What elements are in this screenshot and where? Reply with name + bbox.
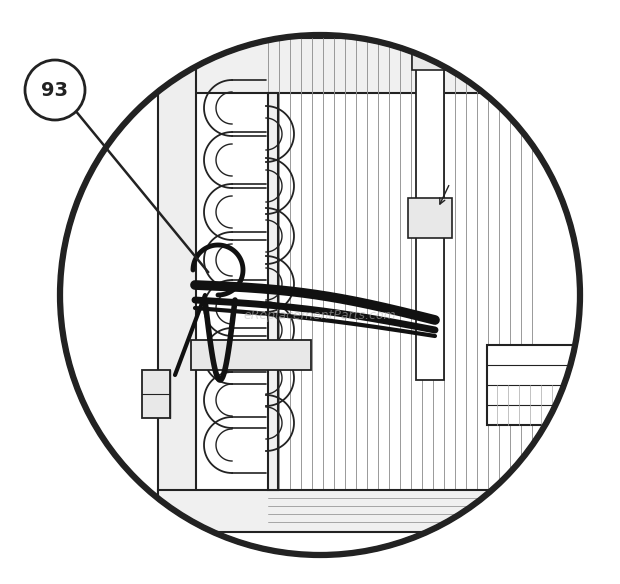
- Circle shape: [25, 60, 85, 120]
- Circle shape: [60, 35, 580, 555]
- Bar: [487, 345, 582, 425]
- Bar: [408, 198, 452, 238]
- Text: eReplacementParts.com: eReplacementParts.com: [244, 308, 396, 322]
- Bar: [412, 52, 448, 70]
- Bar: [191, 340, 311, 370]
- Bar: [142, 370, 170, 418]
- Bar: [158, 38, 196, 532]
- Bar: [158, 490, 538, 532]
- Bar: [416, 60, 444, 380]
- Text: 93: 93: [42, 81, 68, 99]
- Bar: [158, 38, 538, 93]
- Bar: [268, 93, 278, 490]
